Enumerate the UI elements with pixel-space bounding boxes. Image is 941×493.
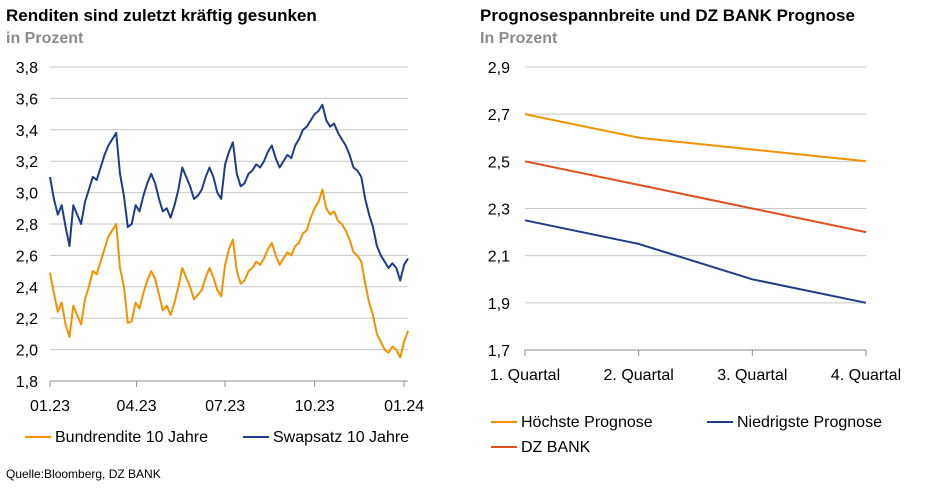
right-legend-label: DZ BANK [521,439,591,456]
right-chart-subtitle: In Prozent [480,30,558,47]
left-x-tick-label: 01.23 [30,398,70,415]
left-chart-title: Renditen sind zuletzt kräftig gesunken [6,6,317,25]
right-y-tick-label: 2,7 [488,107,510,124]
left-x-tick-label: 10.23 [295,398,335,415]
left-y-tick-label: 3,8 [16,60,38,77]
left-y-tick-label: 1,8 [16,374,38,391]
left-legend-label: Bundrendite 10 Jahre [55,429,208,446]
left-series-line-bundrendite [49,188,409,359]
left-x-tick-label: 07.23 [205,398,245,415]
left-chart-subtitle: in Prozent [6,30,84,47]
left-x-tick-label: 04.23 [117,398,157,415]
right-y-tick-label: 2,3 [488,202,510,219]
left-y-tick-label: 3,6 [16,91,38,108]
left-y-tick-label: 3,2 [16,154,38,171]
right-y-tick-label: 1,9 [488,296,510,313]
left-y-tick-label: 3,4 [16,123,38,140]
right-series-line-dzbank [524,160,867,234]
left-y-tick-label: 2,0 [16,343,38,360]
right-legend-label: Höchste Prognose [521,414,653,431]
right-chart-title: Prognosespannbreite und DZ BANK Prognose [480,6,855,25]
left-series-line-swapsatz [49,103,409,282]
left-legend-label: Swapsatz 10 Jahre [273,429,409,446]
right-x-tick-label: 1. Quartal [490,367,560,384]
left-y-tick-label: 2,6 [16,248,38,265]
left-x-tick-label: 01.24 [384,398,424,415]
right-y-tick-label: 1,7 [488,343,510,360]
left-y-tick-label: 2,8 [16,217,38,234]
right-y-tick-label: 2,5 [488,154,510,171]
right-x-tick-label: 4. Quartal [831,367,901,384]
right-series-line-hoechste [524,113,867,163]
right-y-tick-label: 2,9 [488,60,510,77]
right-x-tick-label: 2. Quartal [604,367,674,384]
right-series-line-niedrigste [524,219,867,304]
left-y-tick-label: 2,4 [16,280,38,297]
left-y-tick-label: 3,0 [16,186,38,203]
right-legend-label: Niedrigste Prognose [737,414,882,431]
left-y-tick-label: 2,2 [16,311,38,328]
right-y-tick-label: 2,1 [488,249,510,266]
right-x-tick-label: 3. Quartal [717,367,787,384]
source-note: Quelle:Bloomberg, DZ BANK [6,467,161,481]
